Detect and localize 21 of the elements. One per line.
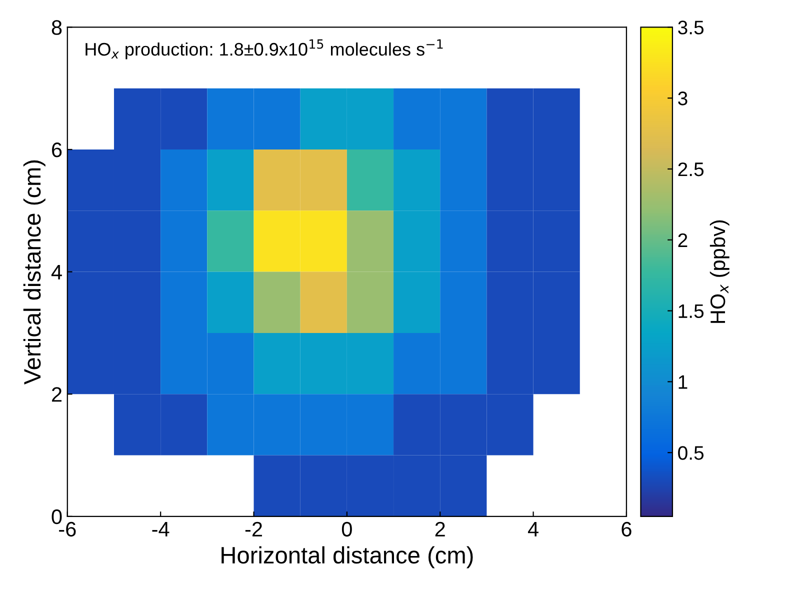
x-tick-label: -4	[152, 522, 170, 536]
color-bar-label: 3	[678, 92, 688, 106]
y-tick-label: 6	[52, 142, 62, 158]
color-bar-title: HO$_{x}$ (ppbv)	[710, 220, 730, 323]
y-axis-title: Vertical distance (cm)	[23, 160, 46, 385]
y-tick-label: 8	[52, 20, 62, 35]
x-tick-label: -2	[245, 522, 262, 536]
y-tick-label: 4	[51, 265, 62, 280]
color-bar-label: 1	[678, 375, 688, 389]
x-tick-label: 4	[528, 522, 538, 536]
annotation: HO$_{x}$ production: 1.8±0.9x10$^{15}$ molecules s$^{−1}$	[86, 39, 443, 60]
color-bar-label: 1.5	[678, 304, 704, 318]
x-axis-title: Horizontal distance (cm)	[222, 546, 473, 568]
color-bar-label: 2	[678, 233, 688, 247]
color-bar-label: 3.5	[678, 20, 704, 34]
x-tick-label: 2	[435, 522, 445, 536]
color-bar-label: 0.5	[678, 446, 704, 460]
color-bar-label: 2.5	[678, 162, 704, 176]
x-tick-label: 0	[342, 522, 352, 537]
x-tick-label: 6	[622, 522, 632, 537]
y-tick-label: 2	[52, 387, 62, 402]
